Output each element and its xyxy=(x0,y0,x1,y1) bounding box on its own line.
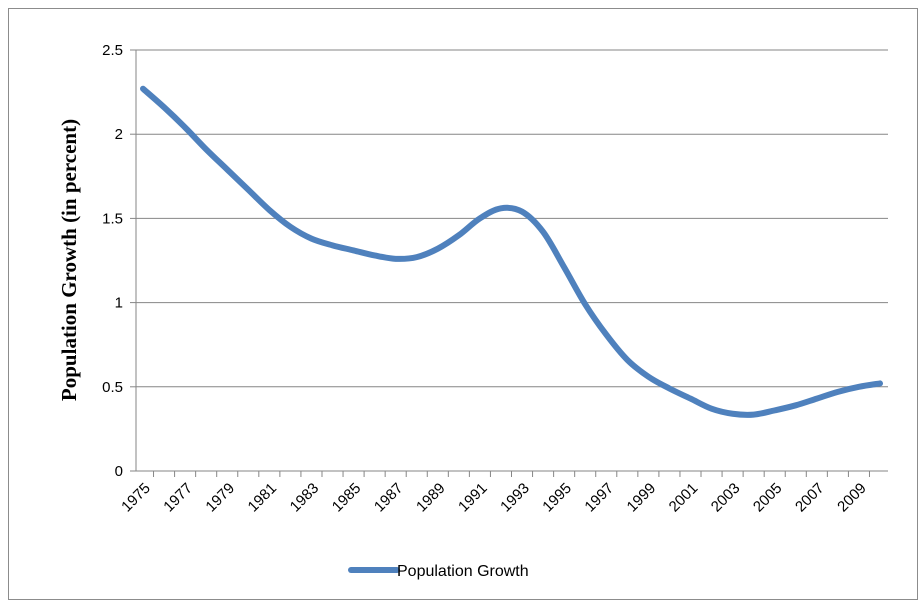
y-tick-label: 1.5 xyxy=(102,210,123,227)
x-tick-label: 1993 xyxy=(497,480,533,516)
x-tick-label: 1991 xyxy=(455,480,491,516)
y-tick-label: 0 xyxy=(115,463,123,480)
y-tick-labels: 0 0.5 1 1.5 2 2.5 xyxy=(102,42,123,480)
x-tick-label: 2007 xyxy=(792,480,828,516)
x-tick-label: 1977 xyxy=(160,480,196,516)
x-tick-label: 1975 xyxy=(118,480,154,516)
x-tick-label: 1987 xyxy=(371,480,407,516)
y-tick-label: 2 xyxy=(115,126,123,143)
legend: Population Growth xyxy=(348,563,529,580)
y-tick-label: 2.5 xyxy=(102,42,123,59)
x-tick-label: 1979 xyxy=(202,480,238,516)
x-tick-label: 1999 xyxy=(624,480,660,516)
x-tick-label: 1989 xyxy=(413,480,449,516)
x-tick-label: 2001 xyxy=(666,480,702,516)
gridlines xyxy=(130,49,888,477)
axes xyxy=(135,50,888,472)
x-tick-label: 1985 xyxy=(329,480,365,516)
x-tick-label: 1983 xyxy=(287,480,323,516)
x-tick-label: 2003 xyxy=(708,480,744,516)
x-tick-label: 1997 xyxy=(581,480,617,516)
x-tick-label: 1981 xyxy=(245,480,281,516)
y-tick-label: 0.5 xyxy=(102,379,123,396)
series-line-population-growth xyxy=(140,85,883,418)
y-axis-title: Population Growth (in percent) xyxy=(57,119,81,401)
series-layer xyxy=(140,85,883,418)
x-tick-label: 2009 xyxy=(834,480,870,516)
legend-label-population-growth: Population Growth xyxy=(397,563,529,580)
y-tick-label: 1 xyxy=(115,295,123,312)
x-tick-label: 1995 xyxy=(539,480,575,516)
x-tick-label: 2005 xyxy=(750,480,786,516)
x-tick-labels: 1975 1977 1979 1981 1983 1985 1987 1989 1991 1993… xyxy=(118,480,870,516)
